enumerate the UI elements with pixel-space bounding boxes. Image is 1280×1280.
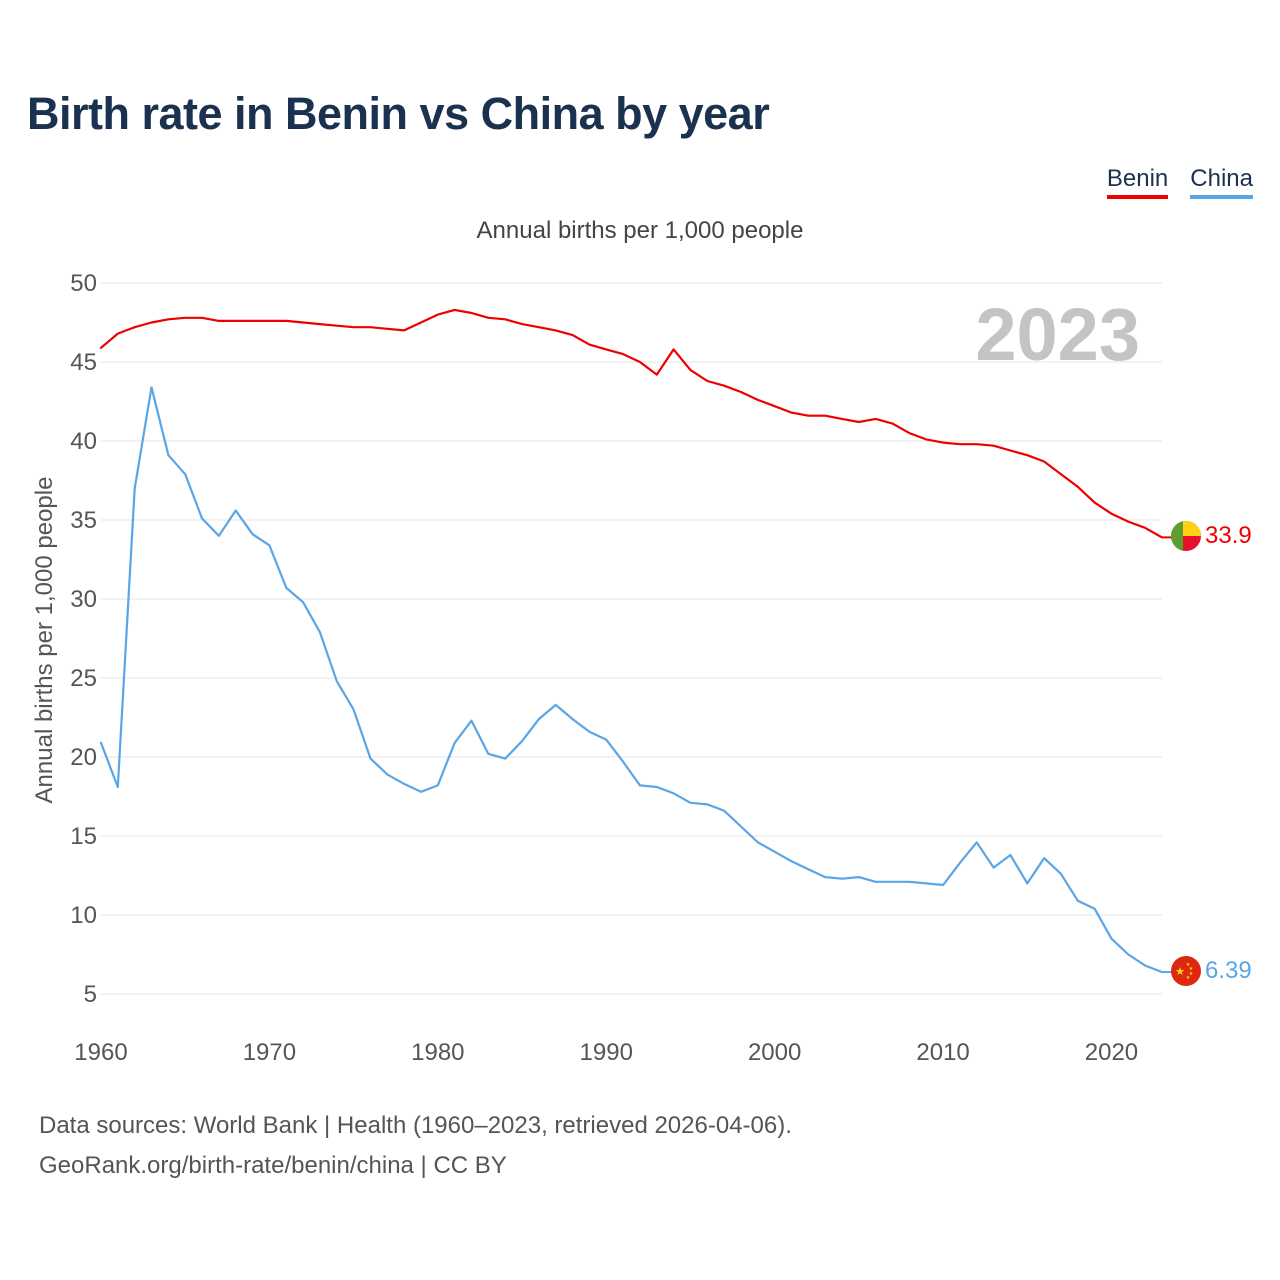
legend-item-benin[interactable]: Benin: [1106, 165, 1169, 199]
x-tick-label: 2010: [916, 1039, 969, 1066]
x-tick-label: 2020: [1085, 1039, 1138, 1066]
year-watermark: 2023: [975, 293, 1140, 376]
y-tick-label: 25: [70, 665, 97, 692]
benin-end-label: 33.9: [1205, 522, 1252, 549]
series-line-benin[interactable]: [99, 308, 1164, 539]
line-chart: 5 10 15 20 25 30 35 40 45 50 1960 1970 1980 1990 2000…: [31, 270, 1252, 1066]
y-axis-ticks: 5 10 15 20 25 30 35 40 45 50: [70, 270, 97, 1008]
y-tick-label: 30: [70, 586, 97, 613]
svg-text:★: ★: [1189, 971, 1194, 977]
x-tick-label: 1970: [243, 1039, 296, 1066]
svg-text:★: ★: [1186, 975, 1191, 981]
y-tick-label: 40: [70, 428, 97, 455]
footer-link[interactable]: GeoRank.org/birth-rate/benin/china | CC …: [39, 1152, 507, 1179]
legend: Benin China: [1106, 165, 1253, 199]
y-tick-label: 35: [70, 507, 97, 534]
grid: [101, 282, 1162, 995]
china-flag: ★ ★ ★ ★ ★: [1171, 956, 1201, 986]
y-tick-label: 20: [70, 744, 97, 771]
footer: Data sources: World Bank | Health (1960–…: [39, 1106, 792, 1186]
x-tick-label: 1980: [411, 1039, 464, 1066]
svg-text:★: ★: [1175, 965, 1185, 978]
y-tick-label: 15: [70, 823, 97, 850]
y-tick-label: 45: [70, 349, 97, 376]
footer-sources: Data sources: World Bank | Health (1960–…: [39, 1112, 792, 1139]
page-title: Birth rate in Benin vs China by year: [27, 88, 770, 139]
y-tick-label: 10: [70, 902, 97, 929]
x-axis-ticks: 1960 1970 1980 1990 2000 2010 2020: [74, 1039, 1138, 1066]
china-end-label: 6.39: [1205, 957, 1252, 984]
svg-text:★: ★: [1189, 966, 1194, 972]
y-axis-label: Annual births per 1,000 people: [31, 477, 58, 804]
series-line-china[interactable]: [99, 386, 1164, 974]
y-tick-label: 5: [84, 981, 97, 1008]
benin-flag: [1171, 521, 1201, 551]
y-tick-label: 50: [70, 270, 97, 297]
legend-item-china[interactable]: China: [1190, 165, 1253, 199]
x-tick-label: 2000: [748, 1039, 801, 1066]
x-tick-label: 1990: [580, 1039, 633, 1066]
svg-text:★: ★: [1186, 962, 1191, 968]
chart-subtitle: Annual births per 1,000 people: [476, 217, 804, 244]
x-tick-label: 1960: [74, 1039, 127, 1066]
